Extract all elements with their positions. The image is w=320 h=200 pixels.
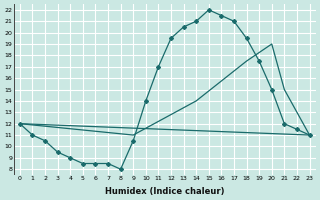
X-axis label: Humidex (Indice chaleur): Humidex (Indice chaleur) — [105, 187, 224, 196]
